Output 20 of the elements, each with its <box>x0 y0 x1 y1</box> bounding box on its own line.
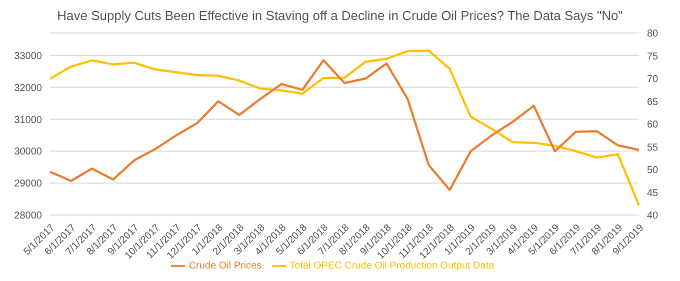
y2-tick-label: 45 <box>647 188 659 199</box>
line-series <box>48 59 640 192</box>
y-tick-label: 32000 <box>14 82 42 94</box>
y2-tick-label: 60 <box>647 120 659 131</box>
y2-tick-label: 75 <box>647 51 659 62</box>
y-tick-label: 28000 <box>14 210 42 222</box>
y-tick-label: 31000 <box>14 114 42 126</box>
y2-tick-label: 65 <box>647 96 659 108</box>
y2-tick-label: 50 <box>647 165 659 176</box>
y-tick-label: 30000 <box>14 146 42 158</box>
legend-label: Total OPEC Crude Oil Production Output Data <box>290 260 494 272</box>
chart-title: Have Supply Cuts Been Effective in Staving off a Decline in Crude Oil Prices? The Data Says "No" <box>56 8 624 25</box>
y2-tick-label: 80 <box>647 28 659 40</box>
y2-tick-label: 40 <box>647 210 659 222</box>
y2-tick-label: 55 <box>647 142 659 154</box>
y-tick-label: 33000 <box>14 50 42 62</box>
legend-label: Crude Oil Prices <box>188 260 262 272</box>
y-tick-label: 29000 <box>14 178 42 190</box>
y2-tick-label: 70 <box>647 74 659 86</box>
line-series <box>48 49 640 207</box>
